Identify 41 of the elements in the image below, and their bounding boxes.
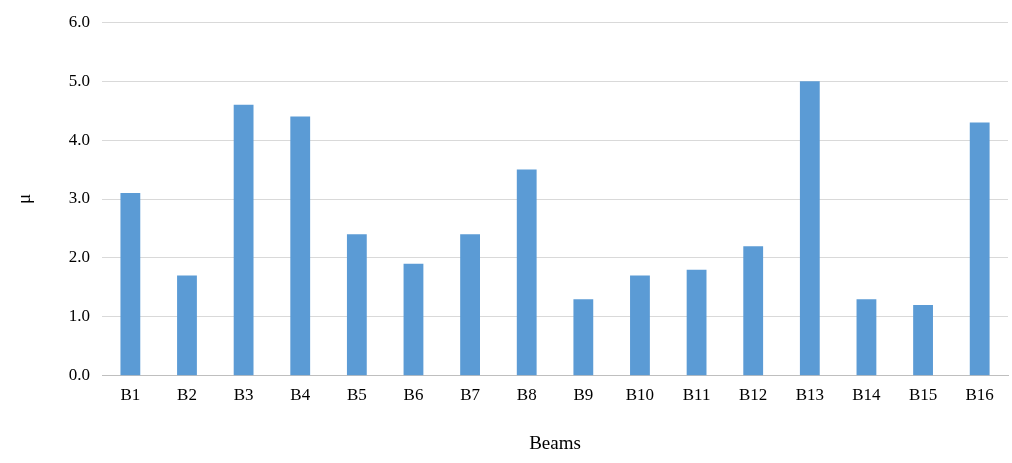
x-tick-label: B16 [965,385,994,405]
y-tick-label: 3.0 [68,188,91,208]
x-tick-label: B11 [682,385,711,405]
x-axis-title: Beams [529,431,581,453]
bar [516,169,537,376]
x-tick-label: B3 [233,385,254,405]
bar [120,193,141,376]
x-tick-label: B2 [177,385,197,405]
x-tick-label: B5 [346,385,367,405]
x-tick-label: B1 [120,385,141,405]
x-tick-label: B6 [403,385,424,405]
bar [177,275,197,376]
bar [856,299,877,376]
x-tick-label: B4 [290,385,311,405]
y-tick-label: 4.0 [68,129,91,149]
x-tick-label: B15 [908,385,938,405]
x-tick-label: B13 [795,385,824,405]
y-tick-label: 5.0 [68,70,91,90]
x-tick-label: B7 [460,385,481,405]
bar [573,299,594,376]
x-tick-label: B10 [625,385,655,405]
bar [913,305,933,376]
y-tick-label: 6.0 [68,11,91,31]
bar [630,275,650,376]
bar [969,122,990,376]
bar [290,116,311,376]
x-tick-label: B8 [516,385,537,405]
y-tick-label: 0.0 [68,365,91,385]
bar [233,104,254,376]
y-tick-label: 2.0 [68,247,91,267]
x-tick-label: B12 [739,385,768,405]
y-axis-title: μ [13,193,35,205]
bar [346,234,367,376]
y-tick-label: 1.0 [68,306,91,326]
bar [799,81,820,376]
bar [743,246,764,376]
x-tick-label: B14 [852,385,882,405]
bar [403,263,424,376]
x-tick-label: B9 [573,385,594,405]
bar [460,234,480,376]
bar [686,269,707,376]
